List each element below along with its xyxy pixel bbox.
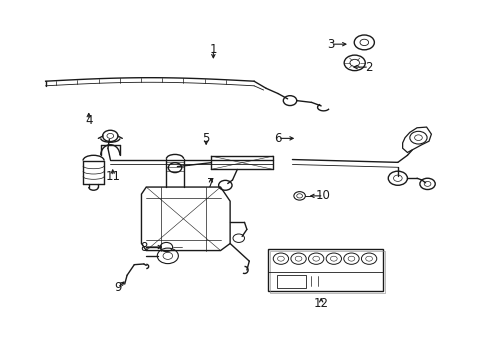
Text: 8: 8 — [140, 240, 147, 253]
Text: 11: 11 — [105, 170, 120, 183]
Text: 4: 4 — [85, 113, 92, 126]
Text: 12: 12 — [313, 297, 328, 310]
Text: 6: 6 — [274, 132, 281, 145]
Text: 2: 2 — [365, 60, 372, 73]
Text: 5: 5 — [202, 132, 209, 145]
Text: 3: 3 — [326, 38, 334, 51]
Bar — [269, 251, 384, 293]
Text: 10: 10 — [315, 189, 330, 202]
Bar — [267, 249, 382, 291]
Text: 1: 1 — [209, 43, 217, 56]
Text: 9: 9 — [114, 281, 121, 294]
Text: 7: 7 — [207, 177, 214, 190]
Bar — [277, 275, 305, 288]
